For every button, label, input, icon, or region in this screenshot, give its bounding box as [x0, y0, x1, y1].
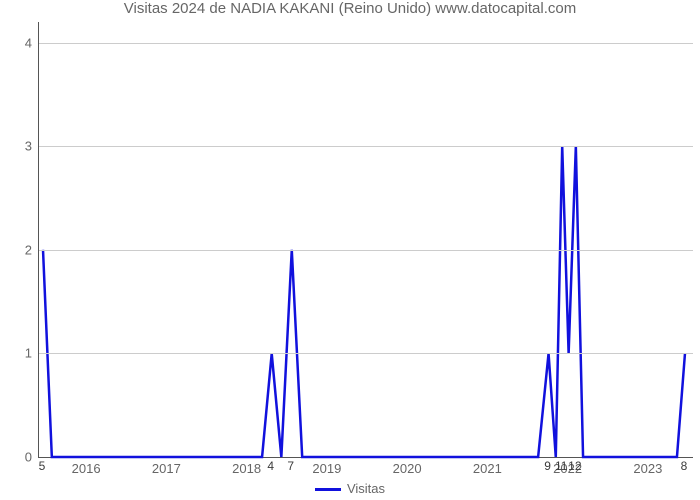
gridline-h [39, 43, 693, 44]
x-tick-label: 2018 [232, 461, 261, 476]
y-tick-label: 0 [0, 450, 32, 465]
legend-swatch [315, 488, 341, 491]
point-label: 4 [267, 459, 274, 473]
y-tick-label: 3 [0, 139, 32, 154]
legend-label: Visitas [347, 481, 385, 496]
series-line [43, 146, 685, 457]
gridline-h [39, 250, 693, 251]
gridline-h [39, 353, 693, 354]
legend: Visitas [0, 481, 700, 496]
line-series [39, 22, 693, 457]
point-label: 11 [555, 459, 567, 473]
point-label: 12 [568, 459, 581, 473]
chart-container: Visitas 2024 de NADIA KAKANI (Reino Unid… [0, 0, 700, 500]
x-tick-label: 2020 [393, 461, 422, 476]
chart-title: Visitas 2024 de NADIA KAKANI (Reino Unid… [0, 0, 700, 17]
x-tick-label: 2023 [633, 461, 662, 476]
y-tick-label: 4 [0, 35, 32, 50]
y-tick-label: 1 [0, 346, 32, 361]
point-label: 7 [287, 459, 294, 473]
x-tick-label: 2019 [312, 461, 341, 476]
point-label: 8 [681, 459, 688, 473]
gridline-h [39, 146, 693, 147]
x-tick-label: 2017 [152, 461, 181, 476]
x-tick-label: 2016 [72, 461, 101, 476]
plot-area [38, 22, 693, 458]
point-label: 5 [39, 459, 46, 473]
y-tick-label: 2 [0, 242, 32, 257]
x-tick-label: 2021 [473, 461, 502, 476]
point-label: 9 [544, 459, 551, 473]
